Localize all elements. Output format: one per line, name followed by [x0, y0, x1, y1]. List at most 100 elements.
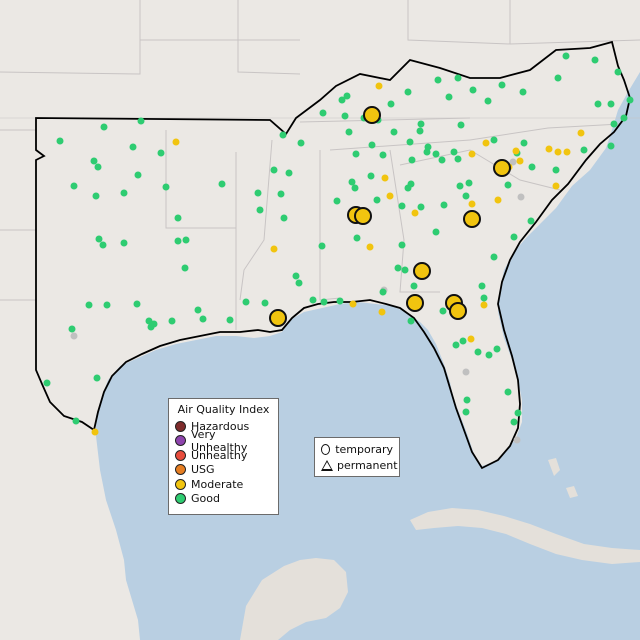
monitor-good-marker [454, 74, 462, 82]
monitor-good-marker [72, 417, 80, 425]
monitor-good-marker [454, 155, 462, 163]
monitor-good-marker [242, 298, 250, 306]
legend-label: Moderate [191, 477, 244, 491]
monitor-good-marker [226, 316, 234, 324]
monitor-good-marker [320, 298, 328, 306]
monitor-good-marker [510, 233, 518, 241]
temporary-moderate-marker [406, 294, 424, 312]
monitor-moderate-marker [512, 147, 520, 155]
temporary-moderate-marker [269, 309, 287, 327]
monitor-nodata-marker [70, 332, 78, 340]
monitor-good-marker [270, 166, 278, 174]
monitor-good-marker [218, 180, 226, 188]
monitor-good-marker [432, 228, 440, 236]
monitor-moderate-marker [172, 138, 180, 146]
monitor-good-marker [85, 301, 93, 309]
monitor-good-marker [134, 171, 142, 179]
monitor-moderate-marker [545, 145, 553, 153]
monitor-good-marker [353, 234, 361, 242]
good-swatch [175, 493, 186, 505]
monitor-good-marker [401, 266, 409, 274]
monitor-good-marker [591, 56, 599, 64]
monitor-good-marker [182, 236, 190, 244]
legend-label: Unhealthy [191, 448, 248, 462]
monitor-good-marker [351, 184, 359, 192]
monitor-moderate-marker [516, 157, 524, 165]
triangle-icon [321, 459, 333, 471]
monitor-good-marker [379, 288, 387, 296]
monitor-good-marker [469, 86, 477, 94]
region-outline [35, 40, 631, 470]
monitor-moderate-marker [270, 245, 278, 253]
legend-label: Very Unhealthy [191, 427, 248, 454]
monitor-good-marker [607, 142, 615, 150]
monitor-moderate-marker [378, 308, 386, 316]
monitor-good-marker [439, 307, 447, 315]
monitor-good-marker [417, 203, 425, 211]
monitor-good-marker [254, 189, 262, 197]
monitor-good-marker [445, 93, 453, 101]
monitor-good-marker [147, 323, 155, 331]
monitor-good-marker [194, 306, 202, 314]
monitor-good-marker [406, 138, 414, 146]
monitor-good-marker [120, 239, 128, 247]
monitor-good-marker [181, 264, 189, 272]
monitor-good-marker [68, 325, 76, 333]
monitor-good-marker [280, 214, 288, 222]
legend-item-very-unhealthy: Very Unhealthy [175, 428, 272, 454]
monitor-good-marker [478, 282, 486, 290]
monitor-good-marker [408, 156, 416, 164]
monitor-moderate-marker [381, 174, 389, 182]
monitor-good-marker [457, 121, 465, 129]
monitor-good-marker [514, 409, 522, 417]
monitor-moderate-marker [411, 209, 419, 217]
monitor-good-marker [562, 52, 570, 60]
monitor-good-marker [510, 418, 518, 426]
temporary-moderate-marker [493, 159, 511, 177]
monitor-good-marker [423, 148, 431, 156]
state-lines [0, 0, 640, 330]
monitor-nodata-marker [462, 368, 470, 376]
monitor-good-marker [465, 179, 473, 187]
moderate-swatch [175, 478, 186, 490]
legend-aqi: Air Quality Index Hazardous Very Unhealt… [168, 398, 279, 515]
monitor-good-marker [174, 237, 182, 245]
temporary-moderate-marker [463, 210, 481, 228]
monitor-good-marker [129, 143, 137, 151]
monitor-good-marker [410, 282, 418, 290]
monitor-good-marker [474, 348, 482, 356]
legend-label: Hazardous [191, 419, 250, 433]
monitor-moderate-marker [91, 428, 99, 436]
monitor-good-marker [398, 202, 406, 210]
monitor-good-marker [174, 214, 182, 222]
monitor-good-marker [552, 166, 560, 174]
temporary-moderate-marker [354, 207, 372, 225]
monitor-good-marker [614, 68, 622, 76]
monitor-good-marker [404, 184, 412, 192]
monitor-good-marker [387, 100, 395, 108]
monitor-good-marker [416, 127, 424, 135]
monitor-moderate-marker [349, 300, 357, 308]
legend-item-usg: USG [175, 463, 272, 478]
monitor-good-marker [333, 197, 341, 205]
monitor-good-marker [432, 150, 440, 158]
monitor-moderate-marker [554, 148, 562, 156]
monitor-good-marker [554, 74, 562, 82]
monitor-markers [43, 52, 634, 444]
monitor-good-marker [352, 150, 360, 158]
monitor-good-marker [450, 148, 458, 156]
monitor-moderate-marker [375, 82, 383, 90]
monitor-good-marker [297, 139, 305, 147]
very-unhealthy-swatch [175, 435, 186, 447]
monitor-good-marker [279, 131, 287, 139]
monitor-moderate-marker [563, 148, 571, 156]
monitor-good-marker [504, 181, 512, 189]
monitor-good-marker [520, 139, 528, 147]
monitor-good-marker [137, 117, 145, 125]
monitor-moderate-marker [552, 182, 560, 190]
monitor-moderate-marker [468, 150, 476, 158]
legend-label: USG [191, 463, 215, 477]
monitor-good-marker [610, 120, 618, 128]
usg-swatch [175, 464, 186, 476]
